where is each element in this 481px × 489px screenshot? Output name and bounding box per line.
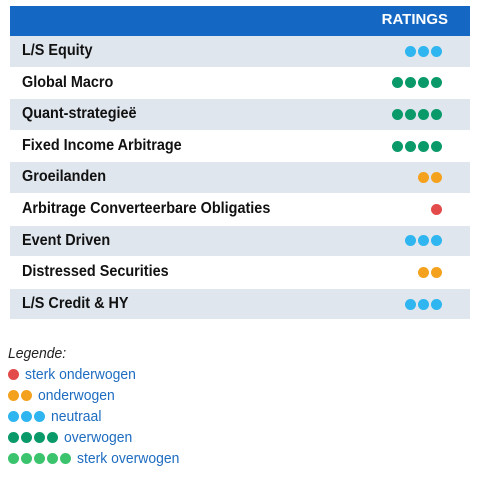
table-row: Distressed Securities: [10, 257, 470, 289]
legend-label: sterk overwogen: [77, 450, 180, 467]
darkgreen-rating-dot-icon: [34, 432, 45, 443]
strategy-label: Distressed Securities: [22, 263, 169, 281]
legend-dots: [8, 369, 19, 380]
legend-items: sterk onderwogen onderwogen neutraal overwo…: [8, 364, 187, 469]
table-row: L/S Credit & HY: [10, 288, 470, 321]
lightgreen-rating-dot-icon: [8, 453, 19, 464]
legend-item: sterk onderwogen: [8, 364, 187, 385]
legend-dots: [8, 453, 71, 464]
table-row: Arbitrage Converteerbare Obligaties: [10, 194, 470, 226]
blue-rating-dot-icon: [418, 298, 429, 310]
lightgreen-rating-dot-icon: [47, 453, 58, 464]
darkgreen-rating-dot-icon: [405, 140, 416, 152]
rating-dots: [405, 226, 442, 257]
legend-title: Legende:: [8, 345, 67, 362]
table-row: Quant-strategieë: [10, 99, 470, 131]
orange-rating-dot-icon: [418, 266, 429, 278]
blue-rating-dot-icon: [431, 235, 442, 247]
table-row: Event Driven: [10, 225, 470, 258]
blue-rating-dot-icon: [21, 411, 32, 422]
table-row: Fixed Income Arbitrage: [10, 131, 470, 163]
blue-rating-dot-icon: [8, 411, 19, 422]
rating-dots: [405, 36, 442, 67]
strategy-label: Arbitrage Converteerbare Obligaties: [22, 199, 271, 217]
table-row: L/S Equity: [10, 36, 470, 68]
blue-rating-dot-icon: [431, 45, 442, 57]
legend-item: onderwogen: [8, 385, 187, 406]
strategy-label: Global Macro: [22, 73, 114, 91]
strategy-label: Event Driven: [22, 231, 111, 249]
legend-dots: [8, 411, 45, 422]
lightgreen-rating-dot-icon: [21, 453, 32, 464]
rating-dots: [431, 194, 442, 225]
blue-rating-dot-icon: [34, 411, 45, 422]
ratings-header-label: RATINGS: [381, 11, 448, 28]
table-row: Groeilanden: [10, 162, 470, 194]
table-row: Global Macro: [10, 68, 470, 100]
legend-label: onderwogen: [38, 387, 115, 404]
legend-label: overwogen: [64, 429, 133, 446]
rating-dots: [418, 257, 442, 288]
rating-dots: [392, 68, 442, 99]
blue-rating-dot-icon: [418, 45, 429, 57]
strategy-label: L/S Credit & HY: [22, 294, 129, 312]
darkgreen-rating-dot-icon: [21, 432, 32, 443]
blue-rating-dot-icon: [405, 45, 416, 57]
lightgreen-rating-dot-icon: [60, 453, 71, 464]
legend-dots: [8, 432, 58, 443]
darkgreen-rating-dot-icon: [418, 77, 429, 89]
darkgreen-rating-dot-icon: [405, 108, 416, 120]
table-header: RATINGS: [10, 6, 470, 36]
orange-rating-dot-icon: [21, 390, 32, 401]
strategy-label: Fixed Income Arbitrage: [22, 136, 182, 154]
darkgreen-rating-dot-icon: [47, 432, 58, 443]
strategy-label: Groeilanden: [22, 168, 107, 186]
legend: Legende: sterk onderwogen onderwogen neutr…: [8, 345, 187, 469]
darkgreen-rating-dot-icon: [392, 108, 403, 120]
table-body: L/S Equity Global Macro Quant-strategieë Fi…: [10, 36, 470, 321]
legend-item: neutraal: [8, 406, 187, 427]
orange-rating-dot-icon: [418, 172, 429, 184]
darkgreen-rating-dot-icon: [431, 77, 442, 89]
rating-dots: [392, 131, 442, 162]
darkgreen-rating-dot-icon: [405, 77, 416, 89]
blue-rating-dot-icon: [405, 235, 416, 247]
darkgreen-rating-dot-icon: [8, 432, 19, 443]
rating-dots: [392, 99, 442, 130]
strategy-label: L/S Equity: [22, 42, 93, 59]
red-rating-dot-icon: [431, 203, 442, 215]
darkgreen-rating-dot-icon: [392, 140, 403, 152]
blue-rating-dot-icon: [431, 298, 442, 310]
darkgreen-rating-dot-icon: [418, 108, 429, 120]
rating-dots: [418, 162, 442, 193]
orange-rating-dot-icon: [8, 390, 19, 401]
darkgreen-rating-dot-icon: [392, 77, 403, 89]
blue-rating-dot-icon: [418, 235, 429, 247]
legend-label: sterk onderwogen: [25, 366, 136, 383]
red-rating-dot-icon: [8, 369, 19, 380]
lightgreen-rating-dot-icon: [34, 453, 45, 464]
strategy-label: Quant-strategieë: [22, 105, 137, 123]
darkgreen-rating-dot-icon: [418, 140, 429, 152]
legend-item: sterk overwogen: [8, 448, 187, 469]
darkgreen-rating-dot-icon: [431, 140, 442, 152]
orange-rating-dot-icon: [431, 266, 442, 278]
darkgreen-rating-dot-icon: [431, 108, 442, 120]
legend-item: overwogen: [8, 427, 187, 448]
ratings-table: RATINGS L/S Equity Global Macro Quant-stra…: [10, 6, 470, 321]
legend-dots: [8, 390, 32, 401]
orange-rating-dot-icon: [431, 172, 442, 184]
blue-rating-dot-icon: [405, 298, 416, 310]
rating-dots: [405, 289, 442, 320]
legend-label: neutraal: [51, 408, 102, 425]
